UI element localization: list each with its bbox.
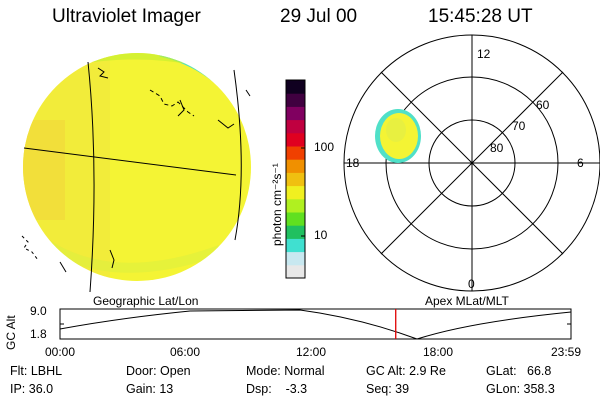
colorbar-tick-100: 100 [314,140,335,154]
orbit-x-tick: 12:00 [296,345,327,359]
altitude-curve [59,309,572,340]
mlt-label-6: 6 [577,156,584,170]
mode-value: Mode: Normal [246,364,325,378]
colorbar-segment [286,212,305,226]
orbit-x-tick: 06:00 [170,345,201,359]
polar-plot [343,34,600,292]
mlt-label-0: 0 [468,277,475,291]
colorbar-segment [286,172,305,187]
dsp-value: Dsp: -3.3 [246,382,308,396]
orbit-x-tick: 00:00 [45,345,76,359]
mlt-label-18: 18 [346,156,360,170]
geographic-label: Geographic Lat/Lon [93,294,199,308]
mlat-label-80: 80 [490,141,504,155]
colorbar-segment [286,198,305,213]
orbit-y-top: 9.0 [30,304,47,318]
glat-value: GLat: 66.8 [486,364,552,378]
door-value: Door: Open [126,364,191,378]
colorbar-segment [286,185,305,200]
colorbar-frame [285,79,306,279]
orbit-y-bottom: 1.8 [30,327,47,341]
seq-value: Seq: 39 [366,382,410,396]
filter-value: Flt: LBHL [10,364,63,378]
mlt-label-12: 12 [477,47,491,61]
orbit-x-tick: 18:00 [423,345,454,359]
colorbar-unit-label: photon cm⁻²s⁻¹ [270,163,284,246]
mlat-label-60: 60 [536,98,550,112]
gc-alt-value: GC Alt: 2.9 Re [366,364,446,378]
intensity-colorbar [285,79,306,279]
colorbar-segment [286,146,305,160]
glon-value: GLon: 358.3 [486,382,555,396]
colorbar-segment [286,251,305,266]
time-label: 15:45:28 UT [428,6,533,27]
apex-label: Apex MLat/MLT [425,294,509,308]
colorbar-segment [286,238,305,253]
colorbar-tick-10: 10 [314,228,328,242]
colorbar-segment [286,106,305,121]
orbit-ylabel: GC Alt [4,315,18,350]
orbit-plot [59,308,572,340]
colorbar-segment [286,159,305,173]
colorbar-segment [286,225,305,239]
earth-disk [21,53,251,293]
app-title: Ultraviolet Imager [52,6,201,27]
colorbar-segment [286,80,305,94]
colorbar-segment [286,93,305,107]
date-label: 29 Jul 00 [280,6,358,27]
gain-value: Gain: 13 [126,382,174,396]
ip-value: IP: 36.0 [10,382,54,396]
colorbar-segment [286,119,305,134]
colorbar-segment [286,132,305,147]
orbit-x-tick: 23:59 [551,345,582,359]
colorbar-segment [286,264,305,279]
mlat-label-70: 70 [512,119,526,133]
